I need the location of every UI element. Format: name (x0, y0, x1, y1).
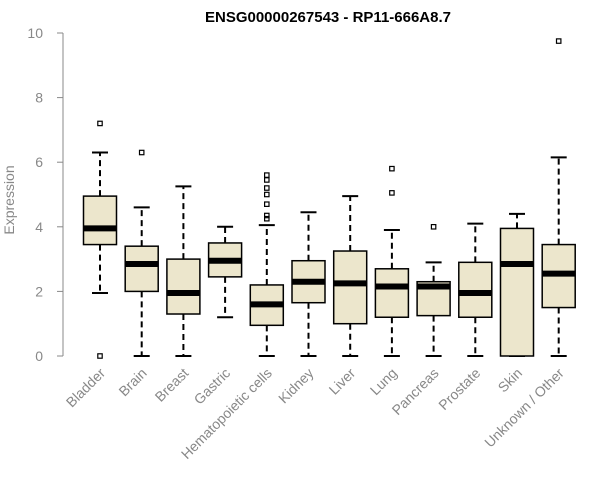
outlier-point (555, 38, 562, 44)
box (458, 261, 493, 318)
outlier-point (430, 224, 437, 230)
outlier-point (97, 353, 103, 359)
box-group (374, 165, 410, 357)
x-tick-label: Breast (152, 365, 192, 405)
outlier-point (138, 149, 145, 156)
box-group (249, 172, 285, 357)
x-tick-label: Kidney (275, 365, 317, 407)
y-tick-label: 0 (35, 348, 43, 364)
outlier-point (264, 177, 270, 183)
box (124, 245, 159, 293)
outlier-point (264, 191, 270, 198)
outlier-point (264, 201, 270, 207)
box (374, 268, 410, 318)
outlier-point (97, 120, 103, 127)
x-tick-label: Unknown / Other (481, 365, 567, 451)
x-tick-label: Liver (326, 365, 359, 398)
box (332, 250, 368, 325)
outlier-point (264, 185, 270, 191)
box-group (541, 38, 576, 357)
outlier-point (389, 165, 395, 172)
box-group (82, 120, 118, 359)
x-tick-label: Brain (115, 365, 149, 399)
box-series (82, 38, 576, 359)
box-group (499, 212, 535, 357)
box-group (458, 222, 493, 357)
box-group (332, 195, 368, 357)
y-tick-label: 10 (27, 25, 43, 41)
box-group (416, 224, 451, 357)
chart-title: ENSG00000267543 - RP11-666A8.7 (205, 9, 451, 26)
box (166, 258, 201, 315)
y-axis-label: Expression (1, 165, 17, 234)
y-tick-label: 8 (35, 90, 43, 106)
outlier-point (389, 190, 395, 196)
y-axis: 0 2 4 6 8 10 (27, 25, 64, 364)
box (82, 195, 118, 246)
outlier-point (264, 212, 270, 219)
outlier-point (264, 215, 270, 222)
y-tick-label: 4 (35, 219, 43, 235)
box-group (166, 185, 201, 357)
x-tick-label: Lung (367, 365, 400, 398)
box-group (207, 225, 243, 319)
outlier-point (264, 172, 270, 178)
box-group (124, 149, 159, 357)
x-tick-label: Bladder (63, 365, 109, 411)
box-group (291, 211, 326, 357)
y-tick-label: 2 (35, 283, 43, 299)
x-tick-label: Prostate (435, 365, 483, 413)
box (499, 227, 535, 357)
y-tick-label: 6 (35, 154, 43, 170)
x-tick-label: Skin (495, 365, 526, 396)
